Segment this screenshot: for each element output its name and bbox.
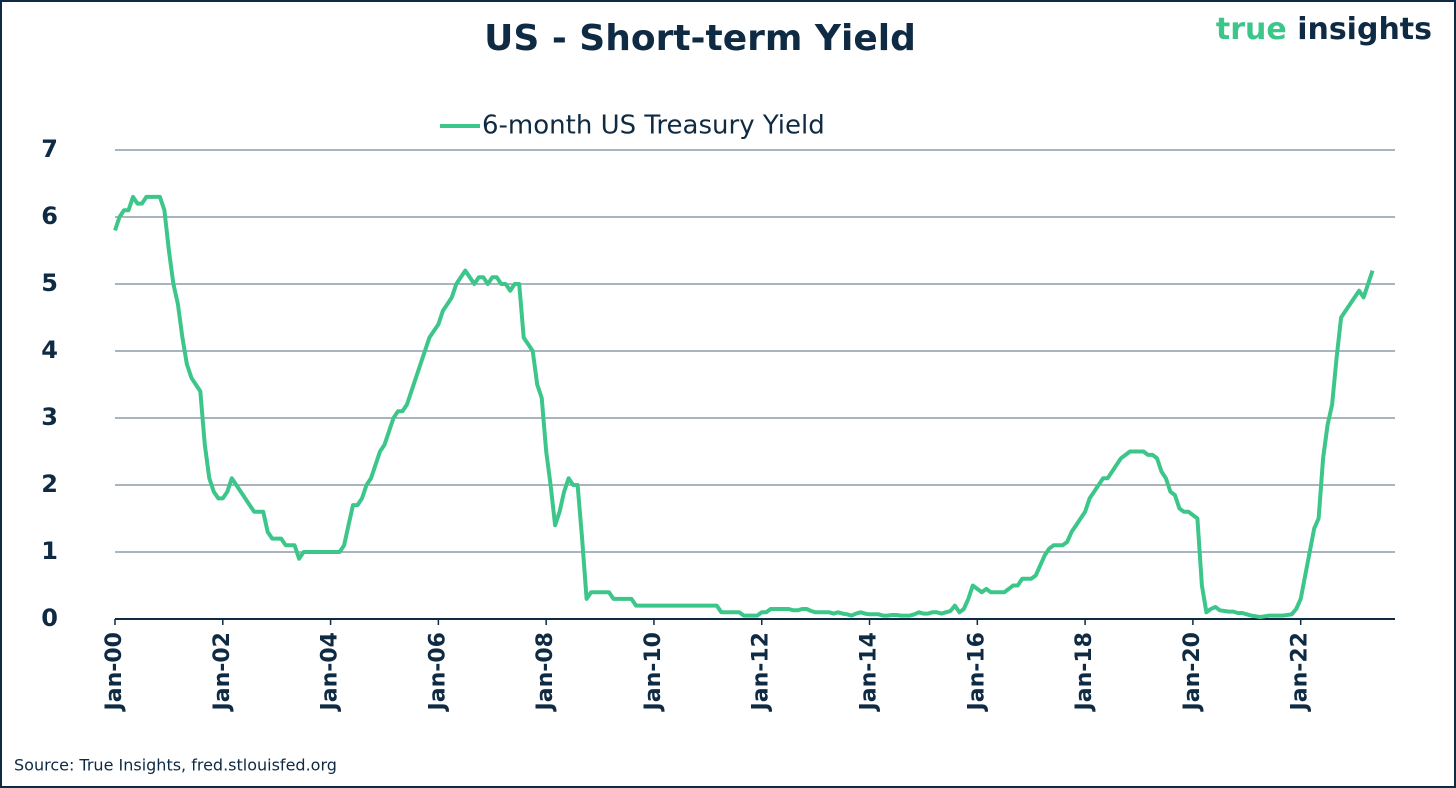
source: Source: True Insights, fred.stlouisfed.o…	[14, 756, 337, 775]
x-tick-label: Jan-12	[749, 632, 774, 712]
brand-first: true	[1216, 12, 1287, 47]
x-tick-label: Jan-08	[533, 632, 558, 712]
x-tick-label: Jan-06	[425, 632, 450, 712]
y-tick-label: 3	[41, 403, 58, 431]
y-tick-label: 6	[41, 202, 58, 230]
x-tick-label: Jan-14	[857, 632, 882, 712]
y-tick-label: 1	[41, 537, 58, 565]
y-tick-label: 5	[41, 269, 58, 297]
x-tick-label: Jan-00	[102, 632, 127, 712]
x-tick-label: Jan-16	[964, 632, 989, 712]
y-tick-label: 4	[41, 336, 58, 364]
x-tick-label: Jan-22	[1288, 632, 1313, 712]
chart-title: US - Short-term Yield	[484, 18, 916, 59]
x-tick-label: Jan-02	[210, 632, 235, 712]
legend-label: 6-month US Treasury Yield	[482, 111, 825, 141]
y-tick-label: 7	[41, 135, 58, 163]
brand-second: insights	[1297, 12, 1432, 47]
x-tick-label: Jan-04	[318, 632, 343, 712]
x-tick-label: Jan-18	[1072, 632, 1097, 712]
brand: true insights	[1216, 12, 1432, 47]
x-tick-label: Jan-10	[641, 632, 666, 712]
x-tick-label: Jan-20	[1180, 632, 1205, 712]
series-line	[113, 194, 1375, 619]
y-tick-label: 0	[41, 604, 58, 632]
y-tick-label: 2	[41, 470, 58, 498]
